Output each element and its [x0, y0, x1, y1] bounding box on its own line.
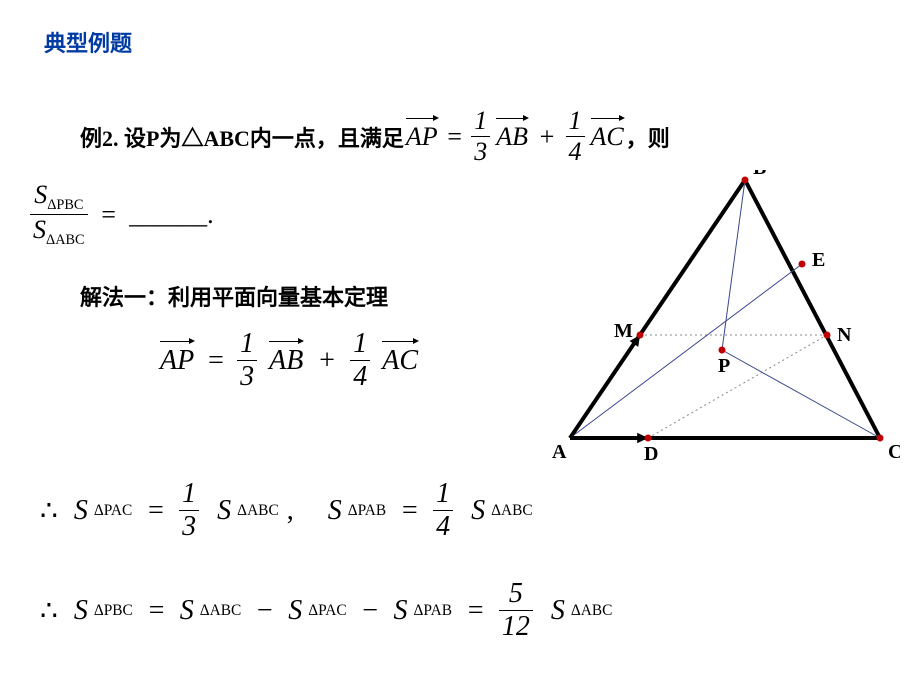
svg-text:N: N [837, 324, 852, 346]
svg-text:P: P [718, 355, 730, 377]
problem-suffix: ，则 [626, 121, 670, 153]
svg-text:B: B [753, 170, 766, 179]
plus-sign: + [538, 122, 556, 152]
vec-ac: AC [591, 122, 624, 152]
vec-ac-2: AC [382, 345, 418, 377]
solution-heading: 解法一：利用平面向量基本定理 [80, 280, 388, 312]
problem-prefix: 例2. 设P为△ABC内一点，且满足 [80, 121, 404, 153]
problem-line: 例2. 设P为△ABC内一点，且满足 AP = 1 3 AB + 1 4 AC … [80, 108, 670, 165]
blank-line: ______. [129, 200, 214, 230]
eq-sign-2: = [100, 200, 118, 230]
svg-text:A: A [552, 441, 567, 463]
svg-text:C: C [888, 441, 900, 463]
frac-1-3: 1 3 [471, 108, 490, 165]
solution-eq-1: AP = 13 AB + 14 AC [160, 330, 418, 391]
vec-ab-2: AB [269, 345, 303, 377]
vec-ap-2: AP [160, 345, 194, 377]
ratio-frac: SΔPBC SΔABC [30, 182, 88, 248]
svg-text:E: E [812, 249, 825, 271]
svg-text:D: D [644, 443, 658, 465]
eq-sign: = [446, 122, 464, 152]
section-title: 典型例题 [44, 26, 132, 58]
solution-eq-2: ∴ SΔPAC = 13 SΔABC , SΔPAB = 14 SΔABC [40, 480, 533, 541]
solution-eq-3: ∴ SΔPBC = SΔABC − SΔPAC − SΔPAB = 512 SΔ… [40, 580, 612, 641]
triangle-figure: A B C D E M N P [540, 170, 900, 470]
vec-ab: AB [496, 122, 528, 152]
vec-ap: AP [406, 122, 438, 152]
svg-text:M: M [614, 320, 633, 342]
frac-1-4: 1 4 [566, 108, 585, 165]
ratio-expression: SΔPBC SΔABC = ______. [30, 182, 214, 248]
